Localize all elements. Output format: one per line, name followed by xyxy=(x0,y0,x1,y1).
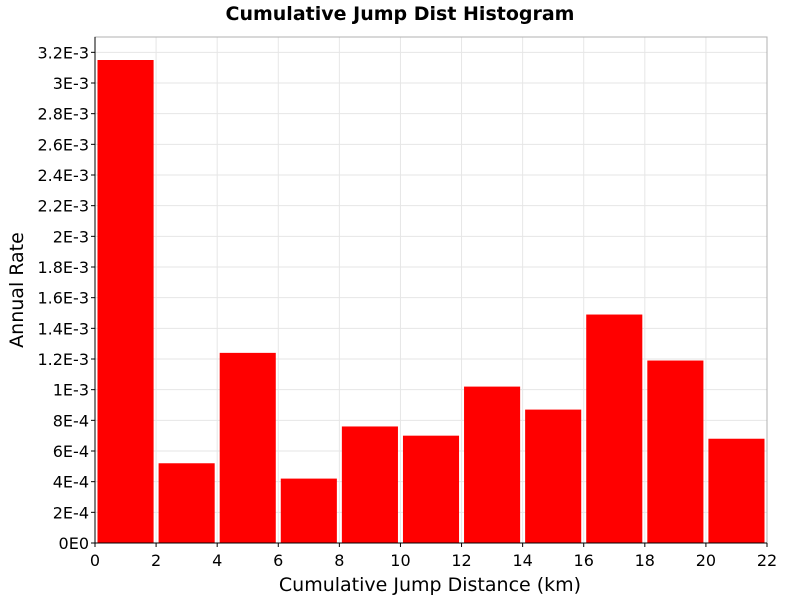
histogram-bar xyxy=(708,438,765,543)
histogram-bar xyxy=(402,435,460,543)
y-tick-label: 6E-4 xyxy=(53,442,89,461)
y-tick-label: 1.8E-3 xyxy=(37,258,89,277)
histogram-bar xyxy=(586,314,643,543)
y-tick-label: 3.2E-3 xyxy=(37,43,89,62)
axes-layer xyxy=(91,37,768,547)
bars-layer xyxy=(97,60,765,543)
y-tick-label: 3E-3 xyxy=(53,74,89,93)
y-tick-label: 2E-3 xyxy=(53,227,89,246)
x-tick-label: 22 xyxy=(757,551,777,570)
histogram-bar xyxy=(464,386,521,543)
histogram-bar xyxy=(219,352,276,543)
x-tick-label: 4 xyxy=(212,551,222,570)
x-tick-label: 12 xyxy=(451,551,471,570)
y-tick-label: 2.6E-3 xyxy=(37,135,89,154)
histogram-bar xyxy=(280,478,337,543)
x-tick-label: 16 xyxy=(574,551,594,570)
histogram-bar xyxy=(97,60,154,543)
x-tick-label: 0 xyxy=(90,551,100,570)
histogram-bar xyxy=(341,426,398,543)
x-axis-label: Cumulative Jump Distance (km) xyxy=(279,574,581,596)
y-tick-label: 1.4E-3 xyxy=(37,319,89,338)
y-tick-label: 1.6E-3 xyxy=(37,289,89,308)
x-tick-label: 18 xyxy=(635,551,655,570)
x-tick-label: 6 xyxy=(273,551,283,570)
chart-title: Cumulative Jump Dist Histogram xyxy=(226,3,575,25)
x-tick-label: 14 xyxy=(512,551,532,570)
histogram-bar xyxy=(158,463,215,543)
x-tick-labels: 0 2 4 6 8 10 12 14 16 18 20 22 xyxy=(90,551,777,570)
y-tick-label: 8E-4 xyxy=(53,411,89,430)
y-tick-labels: 0E0 2E-4 4E-4 6E-4 8E-4 1E-3 1.2E-3 1.4E-3 1.6E-… xyxy=(37,43,89,553)
y-tick-label: 2.4E-3 xyxy=(37,166,89,185)
y-tick-label: 1E-3 xyxy=(53,381,89,400)
x-tick-label: 2 xyxy=(151,551,161,570)
histogram-bar xyxy=(525,409,582,543)
y-tick-label: 2.2E-3 xyxy=(37,197,89,216)
y-tick-label: 0E0 xyxy=(59,534,89,553)
y-tick-label: 2.8E-3 xyxy=(37,105,89,124)
y-tick-label: 4E-4 xyxy=(53,473,89,492)
x-tick-label: 10 xyxy=(390,551,410,570)
x-tick-label: 8 xyxy=(334,551,344,570)
y-axis-label: Annual Rate xyxy=(6,232,28,348)
y-tick-label: 2E-4 xyxy=(53,503,89,522)
x-tick-label: 20 xyxy=(696,551,716,570)
histogram-bar xyxy=(647,360,704,543)
y-tick-label: 1.2E-3 xyxy=(37,350,89,369)
